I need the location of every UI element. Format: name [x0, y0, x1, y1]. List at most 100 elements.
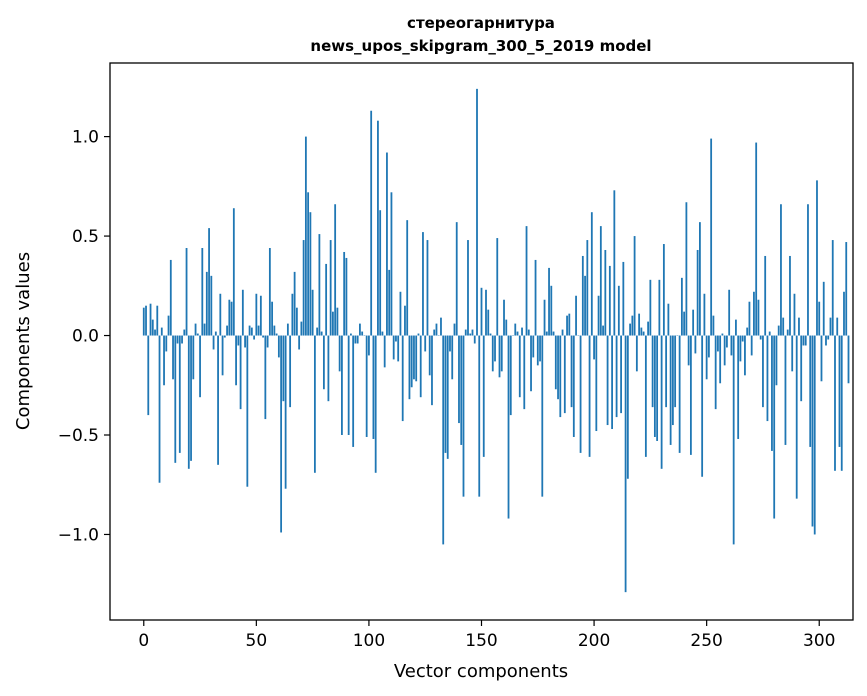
- bar: [350, 333, 352, 336]
- bar: [354, 335, 357, 344]
- bar: [322, 335, 325, 390]
- bar: [176, 335, 179, 344]
- bar: [397, 335, 400, 362]
- bar: [309, 212, 312, 336]
- bar: [246, 335, 249, 487]
- bar: [203, 323, 206, 336]
- bar: [264, 335, 267, 420]
- bar: [606, 335, 609, 426]
- bar: [735, 319, 737, 336]
- bar: [683, 311, 686, 336]
- bar: [780, 204, 782, 336]
- bar: [750, 335, 753, 356]
- bar: [719, 335, 722, 384]
- bar: [622, 261, 625, 336]
- bar: [208, 228, 210, 336]
- bar: [717, 335, 719, 352]
- bar: [793, 293, 796, 336]
- bar: [273, 325, 276, 336]
- bar: [721, 333, 724, 336]
- bar: [613, 190, 616, 336]
- bar: [185, 248, 188, 336]
- bar: [444, 335, 447, 453]
- bar: [840, 335, 843, 471]
- bar: [460, 335, 463, 445]
- bar: [469, 333, 472, 336]
- bar: [768, 331, 771, 336]
- bar: [280, 335, 283, 533]
- bar: [442, 335, 445, 545]
- bar: [649, 279, 652, 336]
- bar: [584, 275, 586, 336]
- bar: [521, 327, 523, 336]
- bar: [172, 335, 174, 380]
- bar: [271, 301, 274, 336]
- bar: [572, 335, 575, 437]
- bar: [730, 335, 733, 356]
- chart-title-line-2: news_upos_skipgram_300_5_2019 model: [310, 37, 651, 55]
- x-tick-label: 150: [465, 631, 497, 651]
- bar: [356, 335, 359, 344]
- y-tick-label: −0.5: [58, 426, 99, 446]
- bar: [383, 335, 386, 368]
- bar: [282, 335, 285, 402]
- bar: [388, 269, 391, 336]
- bar: [489, 333, 492, 336]
- bar: [712, 315, 715, 336]
- bar: [653, 335, 656, 437]
- bar: [244, 335, 246, 348]
- bar: [399, 291, 402, 336]
- bar: [689, 335, 692, 455]
- bar: [259, 295, 262, 336]
- bar: [795, 335, 798, 499]
- bar: [590, 212, 593, 336]
- bar: [516, 331, 519, 336]
- bar: [149, 303, 152, 336]
- bar: [608, 265, 611, 336]
- bar: [235, 335, 237, 386]
- bar: [739, 335, 742, 362]
- bar: [482, 335, 485, 457]
- bar: [552, 331, 555, 336]
- bar: [822, 281, 825, 336]
- bar: [593, 335, 595, 360]
- bar: [708, 335, 710, 358]
- bar: [732, 335, 735, 545]
- bar: [575, 295, 577, 336]
- bar: [789, 255, 791, 336]
- bar: [507, 335, 510, 519]
- bar: [635, 335, 638, 372]
- bar: [404, 305, 406, 336]
- bar: [257, 325, 260, 336]
- bar: [313, 335, 316, 473]
- bar: [338, 335, 341, 372]
- bar: [212, 335, 215, 350]
- bar: [773, 335, 776, 519]
- bar: [311, 289, 314, 336]
- y-axis-ticks: −1.0 −0.5 0.0 0.5 1.0: [58, 128, 110, 545]
- bar: [347, 335, 350, 435]
- bar: [539, 335, 541, 362]
- bar: [277, 335, 280, 358]
- bar: [597, 295, 600, 336]
- bar: [696, 249, 699, 336]
- bar: [798, 317, 800, 336]
- bar-series: [142, 88, 850, 593]
- bar: [753, 291, 755, 336]
- bar: [295, 307, 298, 336]
- bar: [365, 335, 368, 437]
- bar: [298, 335, 301, 350]
- bar: [359, 323, 361, 336]
- bar: [536, 335, 539, 366]
- bar: [329, 240, 332, 336]
- bar: [451, 335, 454, 380]
- bar: [784, 335, 787, 445]
- bar: [563, 335, 566, 414]
- bar: [561, 329, 564, 336]
- bar: [336, 307, 339, 336]
- bar: [710, 138, 713, 336]
- bar: [485, 289, 487, 336]
- bar: [658, 279, 661, 336]
- bar: [241, 289, 244, 336]
- bar: [232, 208, 235, 336]
